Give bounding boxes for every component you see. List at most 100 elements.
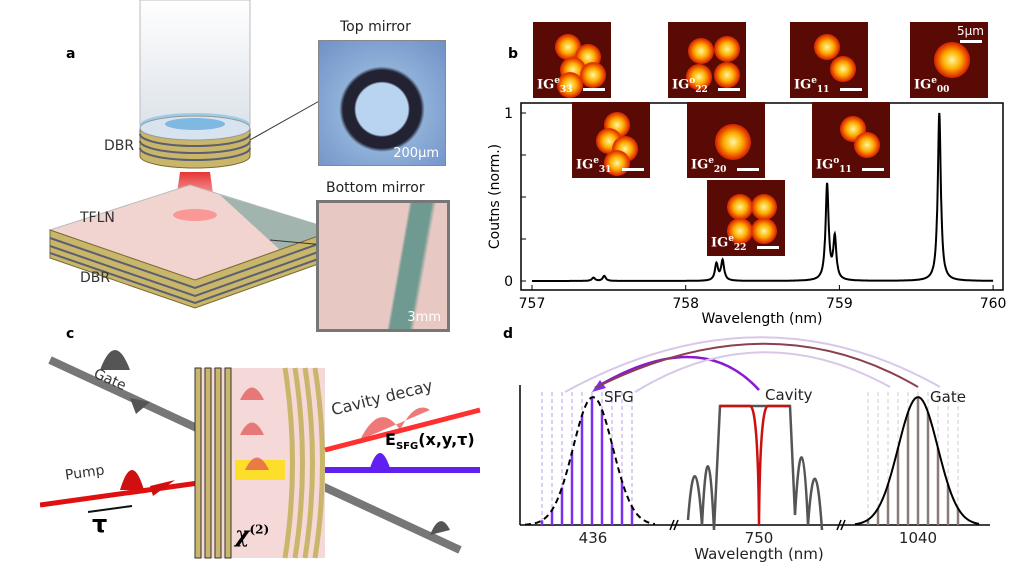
x-tick-label: 757 <box>519 296 546 312</box>
x-tick-label: 758 <box>672 296 699 312</box>
scale-bar <box>583 88 605 91</box>
mode-lobe <box>686 64 712 90</box>
mode-lobe <box>557 72 583 98</box>
x-tick-label: 1040 <box>899 529 937 547</box>
mode-label: IGo22 <box>672 76 708 95</box>
mode-lobe <box>934 42 971 79</box>
dbr-bottom-label: DBR <box>80 270 111 286</box>
chi-order: (2) <box>249 522 270 537</box>
top-scale-label: 200μm <box>393 146 439 161</box>
mode-lobe <box>714 62 740 88</box>
cavity-decay-beam <box>324 407 481 453</box>
mode-label: IGo11 <box>816 156 852 175</box>
mode-label: IGe22 <box>711 234 747 253</box>
cavity-resonance <box>720 404 790 526</box>
sfg-process-illustration <box>40 350 481 559</box>
sfg-envelope <box>524 395 656 526</box>
scale-bar <box>757 246 779 249</box>
panel-c-label: c <box>66 326 75 342</box>
mode-lobe <box>830 56 856 82</box>
mode-lobe <box>688 38 714 64</box>
arrow-gate-to-sfg <box>594 342 919 389</box>
panel-a-label: a <box>66 46 76 62</box>
mode-lobe <box>727 194 753 220</box>
top-pointer-line <box>249 94 331 141</box>
x-tick-label: 436 <box>579 529 608 547</box>
mode-lobe <box>715 124 752 161</box>
bottom-scale-label: 3mm <box>407 310 441 325</box>
pump-beam <box>40 477 221 508</box>
esfg-subscript: SFG <box>395 441 419 453</box>
mode-lobe <box>814 34 840 60</box>
panel-d-label: d <box>503 326 514 342</box>
scale-bar <box>622 168 644 171</box>
mode-image: IGe31 <box>572 102 650 178</box>
wavelength-diagram: SFG Cavity Gate 436 750 1040 Wavelength (nm) <box>519 336 990 563</box>
mode-image: IGe00 5μm <box>910 22 988 98</box>
sfg-pulse <box>370 453 390 468</box>
sfg-label: SFG <box>604 388 634 406</box>
mode-label: IGe00 <box>914 76 950 95</box>
mode-image: IGo22 <box>668 22 746 98</box>
tau-bracket <box>87 505 133 513</box>
bottom-pointer-line <box>269 239 326 246</box>
bottom-chip <box>48 184 337 309</box>
arrow-gate-faint-2 <box>634 351 891 393</box>
top-mirror-photo: 200μm <box>318 40 446 166</box>
chi2-label: χ(2) <box>235 522 269 548</box>
mode-lobe <box>604 150 630 176</box>
scale-bar <box>960 40 982 43</box>
mode-lobe <box>751 218 777 244</box>
spectrum-line <box>532 112 994 282</box>
mode-lobe <box>714 36 740 62</box>
esfg-symbol: E <box>385 430 396 449</box>
cavity-label: Cavity <box>765 386 813 404</box>
mode-lobe <box>580 62 606 88</box>
pump-pulse <box>120 470 144 490</box>
gate-arrow <box>130 398 150 414</box>
intracavity-pulses <box>240 387 269 470</box>
mode-image: IGo11 <box>812 102 890 178</box>
mode-image: IGe20 <box>687 102 765 178</box>
scale-bar <box>862 168 884 171</box>
axis-break-icon <box>669 519 679 531</box>
x-tick-label: 750 <box>745 529 774 547</box>
mode-label: IGe33 <box>537 76 573 95</box>
arrow-gate-faint <box>564 336 941 393</box>
x-tick-label: 759 <box>826 296 853 312</box>
x-tick-label: 760 <box>980 296 1007 312</box>
tfln-label: TFLN <box>80 210 115 226</box>
top-mirror-label: Top mirror <box>340 19 411 35</box>
cavity-setup-illustration <box>48 0 337 309</box>
scale-bar <box>718 88 740 91</box>
mode-lobe <box>751 194 777 220</box>
arrow-cavity-to-sfg <box>594 355 760 391</box>
scale-bar <box>737 168 759 171</box>
chi-symbol: χ <box>235 522 250 548</box>
scale-bar <box>840 88 862 91</box>
esfg-label: ESFG(x,y,τ) <box>385 430 475 452</box>
dbr-top-label: DBR <box>104 138 135 154</box>
x-axis-label: Wavelength (nm) <box>702 311 823 327</box>
pump-arrow <box>150 480 175 496</box>
mode-label: IGe11 <box>794 76 830 95</box>
panel-b-label: b <box>508 46 519 62</box>
y-tick-label: 0 <box>504 274 513 290</box>
bottom-mirror-label: Bottom mirror <box>326 180 425 196</box>
gate-output-pulse <box>430 521 450 535</box>
esfg-arguments: (x,y,τ) <box>418 430 475 449</box>
cavity-decay-pulses <box>360 407 430 440</box>
gate-envelope <box>854 396 980 526</box>
y-tick-label: 1 <box>504 106 513 122</box>
gate-pulse <box>100 350 130 370</box>
mode-image: IGe22 <box>707 180 785 256</box>
mode-image: IGe33 <box>533 22 611 98</box>
mode-label: IGe20 <box>691 156 727 175</box>
x-axis-label: Wavelength (nm) <box>694 545 824 563</box>
axis-break-icon <box>836 519 846 531</box>
left-dbr-stack <box>194 367 232 559</box>
top-dbr <box>139 115 251 169</box>
right-dbr-stack <box>282 367 325 559</box>
gate-label: Gate <box>930 388 966 406</box>
bottom-mirror-photo: 3mm <box>316 200 450 332</box>
